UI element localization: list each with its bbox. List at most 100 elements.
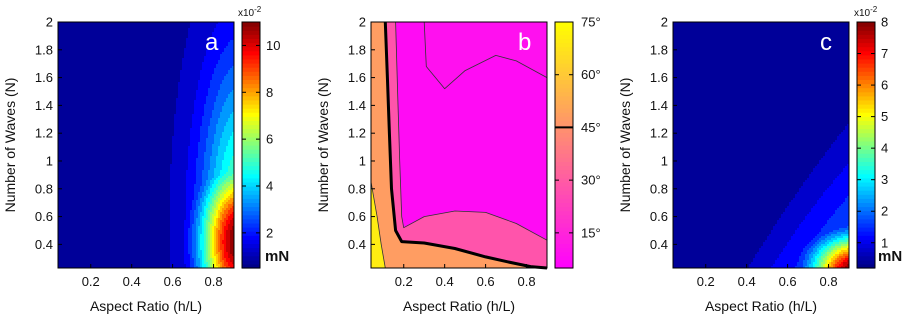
panel-a-heatmap-cell [82, 76, 85, 79]
panel-a-heatmap-cell [230, 106, 233, 109]
panel-a-heatmap-cell [64, 30, 67, 33]
panel-a-heatmap-cell [106, 66, 109, 69]
panel-a-heatmap-cell [104, 32, 107, 35]
panel-a-heatmap-cell [150, 80, 153, 83]
panel-a-heatmap-cell [230, 46, 233, 49]
panel-a-heatmap-cell [122, 72, 125, 75]
panel-a-heatmap-cell [88, 110, 91, 113]
panel-a-heatmap-cell [174, 102, 177, 105]
panel-a-heatmap-cell [86, 100, 89, 103]
panel-a-heatmap-cell [156, 22, 159, 25]
panel-a-heatmap-cell [172, 78, 175, 81]
panel-a-heatmap-cell [136, 38, 139, 41]
panel-a-heatmap-cell [204, 66, 207, 69]
panel-a-heatmap-cell [214, 48, 217, 51]
panel-a-heatmap-cell [134, 66, 137, 69]
panel-a-heatmap-cell [182, 108, 185, 111]
panel-a-heatmap-cell [214, 36, 217, 39]
panel-a-heatmap-cell [220, 92, 223, 95]
panel-a-heatmap-cell [94, 82, 97, 85]
panel-a-heatmap-cell [150, 38, 153, 41]
panel-a-heatmap-cell [82, 30, 85, 33]
panel-a-heatmap-cell [210, 62, 213, 65]
panel-a-heatmap-cell [184, 46, 187, 49]
panel-a-heatmap-cell [200, 66, 203, 69]
panel-a-heatmap-cell [130, 74, 133, 77]
panel-a-heatmap-cell [224, 84, 227, 87]
panel-a-heatmap-cell [62, 104, 65, 107]
panel-a-heatmap-cell [122, 76, 125, 79]
panel-a-heatmap-cell [194, 42, 197, 45]
panel-a-heatmap-cell [110, 108, 113, 111]
panel-a-heatmap-cell [90, 98, 93, 101]
panel-a-heatmap-cell [106, 22, 109, 25]
panel-a-heatmap-cell [98, 68, 101, 71]
panel-a-heatmap-cell [68, 76, 71, 79]
panel-a-heatmap-cell [68, 74, 71, 77]
panel-a-heatmap-cell [62, 36, 65, 39]
panel-a-heatmap-cell [116, 66, 119, 69]
panel-a-heatmap-cell [148, 78, 151, 81]
panel-a-heatmap-cell [116, 28, 119, 31]
panel-a-heatmap-cell [144, 78, 147, 81]
panel-a-heatmap-cell [158, 84, 161, 87]
panel-a-heatmap-cell [228, 76, 231, 79]
panel-a-heatmap-cell [76, 40, 79, 43]
panel-a-heatmap-cell [88, 60, 91, 63]
panel-a-heatmap-cell [130, 92, 133, 95]
panel-a-heatmap-cell [84, 56, 87, 59]
panel-a-heatmap-cell [226, 86, 229, 89]
panel-a-heatmap-cell [190, 100, 193, 103]
panel-a-heatmap-cell [216, 110, 219, 113]
panel-a-heatmap-cell [156, 100, 159, 103]
panel-a-heatmap-cell [206, 54, 209, 57]
panel-a-heatmap-cell [162, 64, 165, 67]
panel-a-heatmap-cell [192, 56, 195, 59]
panel-a-heatmap-cell [138, 40, 141, 43]
panel-a-heatmap-cell [228, 68, 231, 71]
panel-a-heatmap-cell [170, 74, 173, 77]
panel-a-heatmap-cell [208, 50, 211, 53]
panel-a-heatmap-cell [210, 46, 213, 49]
panel-a-heatmap-cell [132, 26, 135, 29]
panel-a-heatmap-cell [108, 112, 111, 115]
panel-a-heatmap-cell [78, 64, 81, 67]
panel-a-heatmap-cell [118, 106, 121, 109]
panel-a-heatmap-cell [96, 84, 99, 87]
panel-a-heatmap-cell [222, 66, 225, 69]
panel-a-heatmap-cell [118, 58, 121, 61]
panel-a-heatmap-cell [172, 108, 175, 111]
panel-a-heatmap-cell [58, 80, 61, 83]
panel-a-heatmap-cell [96, 38, 99, 41]
panel-a-heatmap-cell [88, 32, 91, 35]
panel-a-heatmap-cell [206, 70, 209, 73]
panel-a-heatmap-cell [82, 110, 85, 113]
panel-a-heatmap-cell [114, 78, 117, 81]
panel-a-heatmap-cell [130, 54, 133, 57]
panel-a-heatmap-cell [188, 42, 191, 45]
panel-a-heatmap-cell [140, 82, 143, 85]
panel-a-heatmap-cell [172, 32, 175, 35]
panel-a-heatmap-cell [146, 110, 149, 113]
panel-a-heatmap-cell [146, 34, 149, 37]
panel-a-heatmap-cell [184, 110, 187, 113]
panel-a-heatmap-cell [206, 48, 209, 51]
panel-a-heatmap-cell [162, 112, 165, 115]
panel-a-heatmap-cell [64, 24, 67, 27]
panel-a-heatmap-cell [164, 108, 167, 111]
panel-a-heatmap-cell [170, 80, 173, 83]
panel-a-heatmap-cell [118, 30, 121, 33]
panel-a-heatmap-cell [226, 44, 229, 47]
panel-a-heatmap-cell [108, 96, 111, 99]
panel-a-heatmap-cell [150, 88, 153, 91]
panel-a-heatmap-cell [176, 90, 179, 93]
panel-a-heatmap-cell [66, 110, 69, 113]
panel-a-heatmap-cell [126, 64, 129, 67]
panel-a-heatmap-cell [78, 102, 81, 105]
panel-a-heatmap-cell [218, 54, 221, 57]
panel-a-heatmap-cell [214, 96, 217, 99]
panel-a-heatmap-cell [78, 54, 81, 57]
panel-a-heatmap-cell [170, 82, 173, 85]
panel-a-heatmap-cell [184, 24, 187, 27]
panel-a-heatmap-cell [138, 28, 141, 31]
